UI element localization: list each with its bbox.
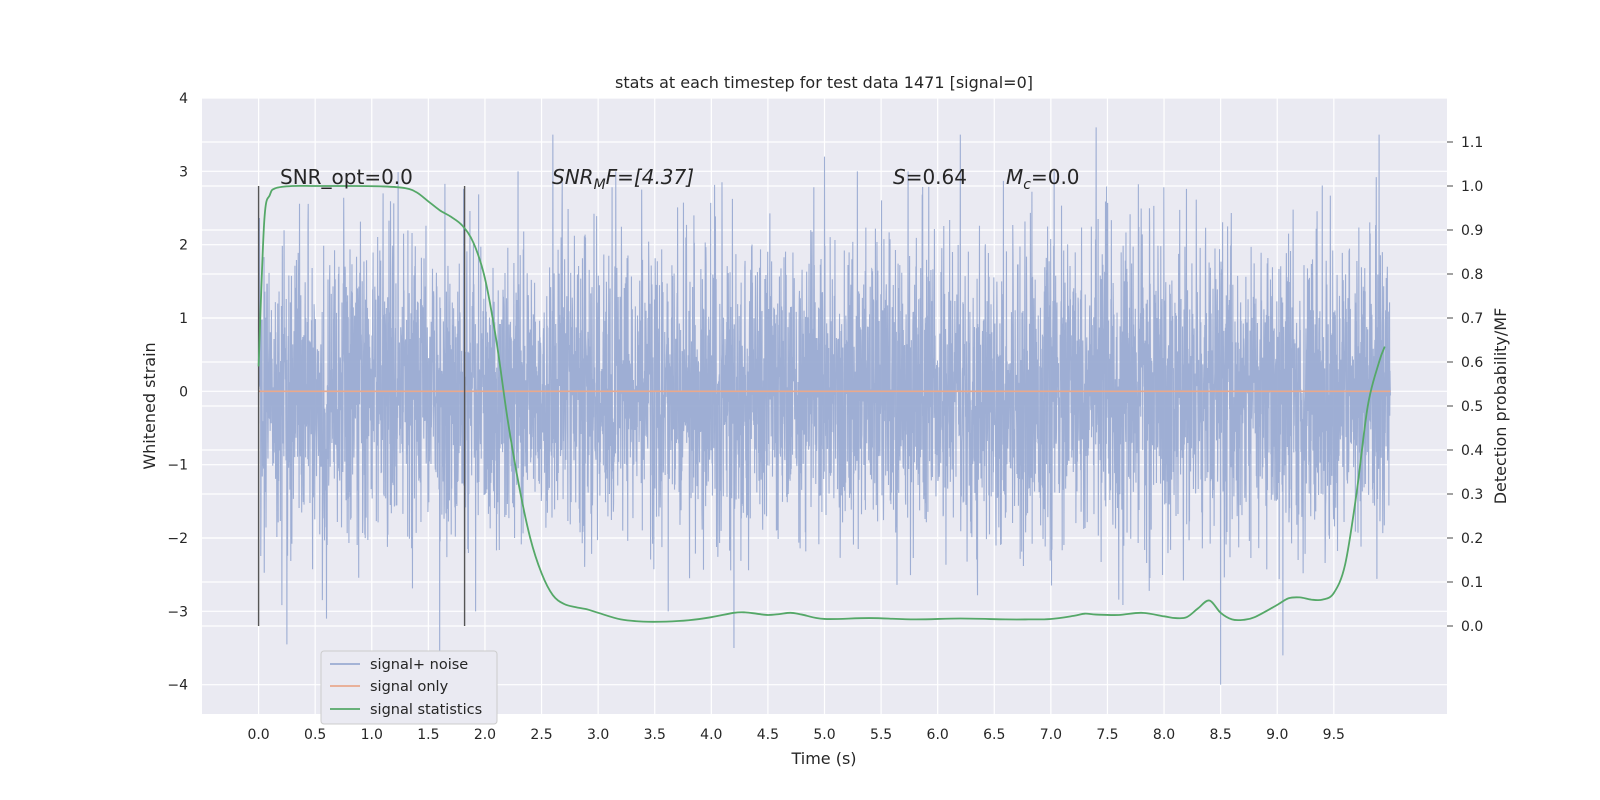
x-tick-label: 7.5 <box>1096 727 1118 743</box>
mc-sub: c <box>1023 177 1031 193</box>
y-tick-label: 3 <box>179 164 188 180</box>
x-tick-label: 6.5 <box>983 727 1005 743</box>
snr-mf-sub: M <box>594 177 606 193</box>
y-right-tick-label: 0.4 <box>1461 443 1483 459</box>
x-tick-label: 9.0 <box>1266 727 1288 743</box>
y-right-tick-label: 0.0 <box>1461 619 1483 635</box>
y-tick-label: −1 <box>167 458 188 474</box>
y-tick-label: −3 <box>167 604 188 620</box>
legend-box <box>320 650 498 725</box>
y-right-tick-label: 0.9 <box>1461 223 1483 239</box>
legend: signal+ noise signal only signal statist… <box>320 650 498 725</box>
y-tick-label: 2 <box>179 238 188 254</box>
x-tick-label: 4.5 <box>757 727 779 743</box>
y-tick-label: 1 <box>179 311 188 327</box>
x-tick-label: 2.5 <box>530 727 552 743</box>
y-right-tick-label: 0.6 <box>1461 355 1483 371</box>
mc-italic: M <box>1006 165 1023 189</box>
marker-lines <box>257 186 466 626</box>
x-tick-label: 1.5 <box>417 727 439 743</box>
y-right-tick-label: 0.2 <box>1461 531 1483 547</box>
y-right-tick-label: 0.5 <box>1461 399 1483 415</box>
y-right-tick-label: 0.7 <box>1461 311 1483 327</box>
annotation-mc: Mc=0.0 <box>1006 165 1080 193</box>
x-tick-label: 2.0 <box>474 727 496 743</box>
snr-mf-rest: F=[4.37] <box>606 165 694 189</box>
signal-noise-line <box>258 127 1391 685</box>
snr-mf-base: SNR <box>552 165 594 189</box>
y-tick-label: 0 <box>179 384 188 400</box>
y-right-tick-labels: 1.1 1.0 0.9 0.8 0.7 0.6 0.5 0.4 0.3 0.2 0.1 0.0 <box>1447 135 1483 635</box>
y-right-tick-label: 0.1 <box>1461 575 1483 591</box>
x-tick-label: 8.0 <box>1153 727 1175 743</box>
x-tick-label: 3.5 <box>644 727 666 743</box>
signal-noise-series <box>258 127 1391 685</box>
x-tick-label: 9.5 <box>1323 727 1345 743</box>
x-tick-label: 5.5 <box>870 727 892 743</box>
s-value: =0.64 <box>906 165 967 189</box>
x-tick-label: 0.5 <box>304 727 326 743</box>
y-right-axis-label: Detection probability/MF <box>1491 308 1510 505</box>
x-tick-label: 4.0 <box>700 727 722 743</box>
y-tick-label: 4 <box>179 91 188 107</box>
legend-label-signal-only: signal only <box>370 679 449 695</box>
annotation-s: S=0.64 <box>893 165 967 189</box>
y-right-tick-label: 0.8 <box>1461 267 1483 283</box>
chart-title: stats at each timestep for test data 147… <box>615 73 1033 92</box>
signal-statistics-series <box>257 184 1386 623</box>
y-right-tick-label: 1.1 <box>1461 135 1483 151</box>
legend-label-signal-statistics: signal statistics <box>370 702 482 718</box>
y-right-tick-label: 1.0 <box>1461 179 1483 195</box>
x-axis-label: Time (s) <box>790 749 856 768</box>
signal-statistics-line <box>257 184 1386 623</box>
y-tick-label: −2 <box>167 531 188 547</box>
x-tick-label: 7.0 <box>1040 727 1062 743</box>
x-tick-label: 6.0 <box>927 727 949 743</box>
y-axis-label: Whitened strain <box>140 342 159 469</box>
legend-label-signal-noise: signal+ noise <box>370 657 468 673</box>
x-tick-label: 8.5 <box>1210 727 1232 743</box>
x-tick-label: 1.0 <box>361 727 383 743</box>
x-tick-label: 3.0 <box>587 727 609 743</box>
annotation-snr-mf: SNRMF=[4.37] <box>552 165 694 193</box>
x-tick-label: 0.0 <box>247 727 269 743</box>
s-italic: S <box>893 165 906 189</box>
y-tick-labels: 4 3 2 1 0 −1 −2 −3 −4 <box>167 91 188 694</box>
mc-value: =0.0 <box>1031 165 1080 189</box>
y-right-tick-label: 0.3 <box>1461 487 1483 503</box>
x-tick-label: 5.0 <box>813 727 835 743</box>
x-tick-labels: 0.0 0.5 1.0 1.5 2.0 2.5 3.0 3.5 4.0 4.5 5.0 5.5 6.0 6… <box>247 727 1344 743</box>
annotation-snr-opt: SNR_opt=0.0 <box>280 165 413 189</box>
y-tick-label: −4 <box>167 678 188 694</box>
